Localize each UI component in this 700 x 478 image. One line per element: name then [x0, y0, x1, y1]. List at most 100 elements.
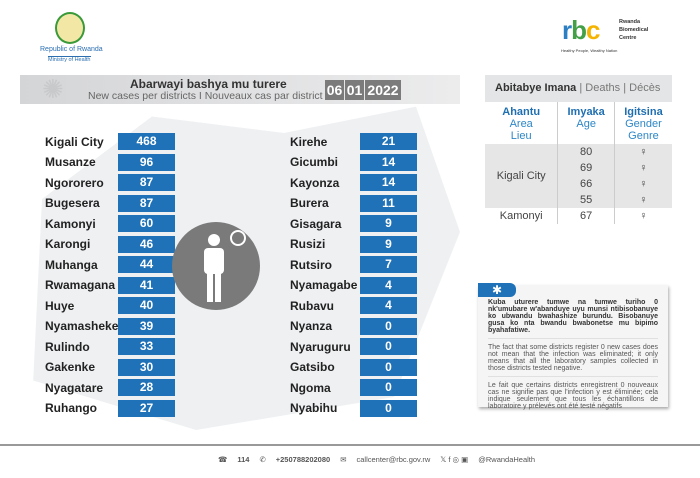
- district-name: Musanze: [45, 155, 96, 169]
- cases-title: Abarwayi bashya mu turere: [130, 77, 287, 91]
- case-count: 87: [118, 174, 175, 191]
- case-count: 9: [360, 235, 417, 253]
- case-count: 40: [118, 297, 175, 314]
- case-count: 21: [360, 133, 417, 150]
- female-icon: ♀: [613, 208, 672, 224]
- rbc-tagline: Healthy People, Wealthy Nation: [561, 48, 618, 53]
- case-count: 60: [118, 215, 175, 232]
- case-count: 0: [360, 358, 417, 376]
- col-age: Imyaka Age: [557, 102, 615, 144]
- district-row: Gisagara 9: [290, 215, 417, 232]
- district-row: Nyabihu 0: [290, 399, 417, 417]
- district-name: Gakenke: [45, 360, 96, 374]
- case-count: 4: [360, 297, 417, 314]
- district-row: Karongi 46: [45, 235, 175, 253]
- note-kinyarwanda: Kuba uturere tumwe na tumwe turiho 0 nk'…: [488, 299, 658, 339]
- district-name: Rusizi: [290, 237, 326, 251]
- district-row: Nyamagabe 4: [290, 276, 417, 294]
- district-name: Gicumbi: [290, 155, 339, 169]
- district-name: Rutsiro: [290, 257, 332, 272]
- case-count: 46: [118, 235, 175, 253]
- case-count: 4: [360, 276, 417, 294]
- note-french: Le fait que certains districts enregistr…: [488, 382, 658, 410]
- case-count: 0: [360, 399, 417, 417]
- ministry-line2: Ministry of Health: [48, 56, 91, 63]
- district-row: Rusizi 9: [290, 235, 417, 253]
- case-count: 39: [118, 317, 175, 335]
- district-name: Ruhango: [45, 401, 97, 415]
- female-icon: ♀: [613, 176, 672, 192]
- district-name: Huye: [45, 298, 75, 313]
- district-row: Rutsiro 7: [290, 256, 417, 273]
- table-row: 66 ♀: [485, 176, 672, 192]
- rbc-name: Rwanda Biomedical Centre: [619, 19, 649, 41]
- email-icon: ✉: [340, 455, 347, 464]
- rbc-logo: rbc: [562, 15, 601, 45]
- district-name: Gatsibo: [290, 360, 335, 374]
- case-count: 9: [360, 215, 417, 232]
- district-row: Kirehe 21: [290, 133, 417, 150]
- phone-number: +250788202080: [275, 455, 331, 464]
- deaths-panel: Abitabye Imana | Deaths | Décès Ahantu Ar…: [485, 75, 672, 224]
- district-name: Ngoma: [290, 380, 331, 395]
- cases-subtitle: New cases per districts I Nouveaux cas p…: [88, 90, 323, 102]
- district-row: Huye 40: [45, 297, 175, 314]
- district-row: Kayonza 14: [290, 174, 417, 191]
- case-count: 14: [360, 153, 417, 171]
- date-year: 2022: [365, 80, 401, 100]
- district-name: Rubavu: [290, 298, 335, 313]
- case-count: 33: [118, 338, 175, 355]
- asterisk-icon: ✱: [478, 283, 516, 297]
- district-row: Ngoma 0: [290, 379, 417, 396]
- email-link[interactable]: callcenter@rbc.gov.rw: [356, 455, 431, 464]
- district-name: Nyanza: [290, 319, 333, 333]
- district-name: Rwamagana: [45, 278, 116, 292]
- note-english: The fact that some districts register 0 …: [488, 344, 658, 377]
- district-name: Nyaruguru: [290, 339, 351, 354]
- district-row: Bugesera 87: [45, 194, 175, 212]
- deaths-table: Ahantu Area Lieu Imyaka Age Igitsina Gender G…: [485, 102, 672, 224]
- district-name: Ngororero: [45, 175, 104, 190]
- person-virus-icon: [204, 230, 246, 302]
- district-name: Bugesera: [45, 196, 100, 210]
- district-name: Kamonyi: [45, 216, 96, 231]
- district-row: Ruhango 27: [45, 399, 175, 417]
- district-name: Nyamasheke: [45, 319, 119, 333]
- district-row: Nyagatare 28: [45, 379, 175, 396]
- district-row: Rubavu 4: [290, 297, 417, 314]
- district-row: Nyamasheke 39: [45, 317, 175, 335]
- case-count: 0: [360, 317, 417, 335]
- social-icons[interactable]: 𝕏 f ◎ ▣: [440, 455, 469, 464]
- district-row: Muhanga 44: [45, 256, 175, 273]
- district-name: Gisagara: [290, 216, 342, 231]
- social-handle[interactable]: @RwandaHealth: [478, 455, 536, 464]
- table-row: 55 ♀: [485, 192, 672, 208]
- whatsapp-icon: ✆: [259, 455, 266, 464]
- date-day: 06: [325, 80, 344, 100]
- col-area: Ahantu Area Lieu: [502, 106, 541, 142]
- district-row: Burera 11: [290, 194, 417, 212]
- zero-cases-note: ✱ Kuba uturere tumwe na tumwe turiho 0 n…: [478, 283, 668, 410]
- district-name: Karongi: [45, 237, 91, 251]
- district-row: Rulindo 33: [45, 338, 175, 355]
- district-row: Gatsibo 0: [290, 358, 417, 376]
- female-icon: ♀: [613, 160, 672, 176]
- case-count: 44: [118, 256, 175, 273]
- table-row: Kamonyi 67 ♀: [485, 208, 672, 224]
- table-row: 69 ♀: [485, 160, 672, 176]
- area-cell: Kamonyi: [499, 210, 543, 222]
- phone-icon: ☎: [218, 455, 228, 464]
- case-count: 27: [118, 399, 175, 417]
- date-month: 01: [345, 80, 364, 100]
- district-row: Gicumbi 14: [290, 153, 417, 171]
- deaths-header: Abitabye Imana | Deaths | Décès: [485, 75, 672, 102]
- case-count: 14: [360, 174, 417, 191]
- area-cell: Kigali City: [485, 144, 558, 208]
- district-name: Nyamagabe: [290, 278, 358, 292]
- case-count: 0: [360, 379, 417, 396]
- case-count: 41: [118, 276, 175, 294]
- district-row: Nyanza 0: [290, 317, 417, 335]
- case-count: 28: [118, 379, 175, 396]
- female-icon: ♀: [613, 192, 672, 208]
- district-row: Ngororero 87: [45, 174, 175, 191]
